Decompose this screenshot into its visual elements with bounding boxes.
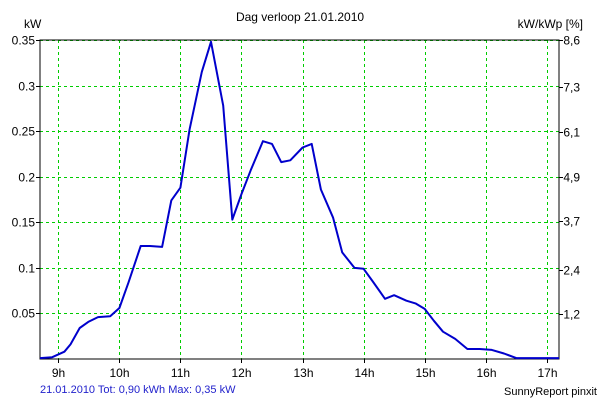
y-left-tick-label: 0.35 [12,34,36,48]
y-right-tick-label: 2,4 [563,264,580,278]
x-tick-label: 16h [476,366,496,380]
x-tick-label: 17h [537,366,557,380]
x-tick-label: 10h [109,366,129,380]
y-axis-left: 0.05 0.1 0.15 0.2 0.25 0.3 0.35 [12,34,40,321]
series-line [39,40,559,360]
x-tick-label: 12h [231,366,251,380]
x-tick-label: 9h [52,366,65,380]
footer-brand: SunnyReport pinxit [504,386,597,398]
y-right-tick-label: 8,6 [563,34,580,48]
chart-title: Dag verloop 21.01.2010 [236,10,364,24]
y-right-tick-label: 1,2 [563,308,580,322]
footer-summary: 21.01.2010 Tot: 0,90 kWh Max: 0,35 kW [40,384,236,396]
y-left-tick-label: 0.05 [12,307,36,321]
y-right-tick-label: 4,9 [563,171,580,185]
x-tick-label: 13h [293,366,313,380]
y-left-axis-label: kW [24,17,42,31]
y-right-tick-label: 3,7 [563,215,580,229]
y-axis-right: 1,2 2,4 3,7 4,9 6,1 7,3 8,6 [559,34,580,322]
y-right-axis-label: kW/kWp [%] [518,17,583,31]
x-tick-label: 14h [354,366,374,380]
plot-frame [39,39,560,360]
y-left-tick-label: 0.1 [18,262,35,276]
x-axis: 9h 10h 11h 12h 13h 14h 15h 16h 17h [52,359,558,380]
y-left-tick-label: 0.3 [18,80,35,94]
y-right-tick-label: 7,3 [563,81,580,95]
series-group [39,40,559,360]
y-left-tick-label: 0.2 [18,171,35,185]
y-left-tick-label: 0.25 [12,125,36,139]
x-tick-label: 15h [415,366,435,380]
y-left-tick-label: 0.15 [12,216,36,230]
y-right-tick-label: 6,1 [563,126,580,140]
x-tick-label: 11h [171,366,190,380]
